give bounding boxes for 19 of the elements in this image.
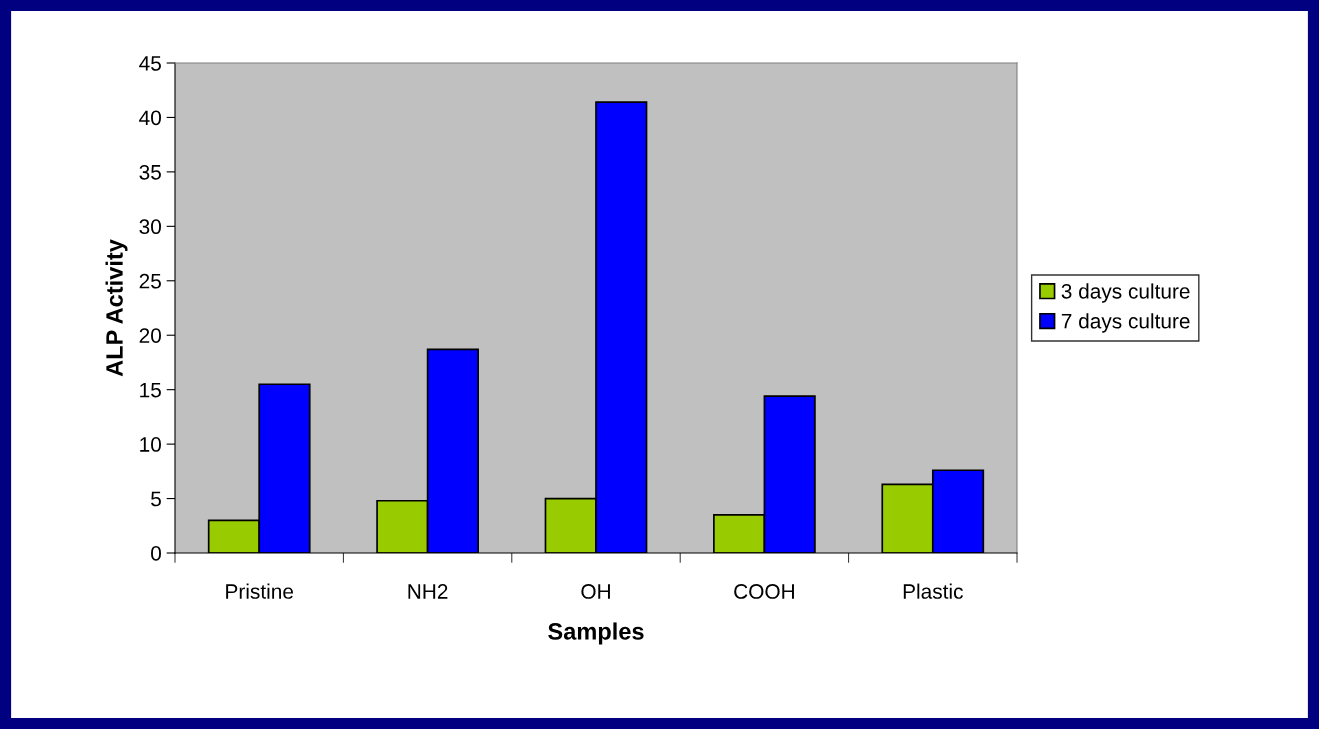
y-tick-label: 45	[139, 56, 161, 71]
y-tick-label: 15	[140, 382, 161, 398]
legend-label: 3 days culture	[1061, 283, 1190, 303]
x-tick-label: NH2	[408, 584, 448, 599]
x-tick-label: COOH	[734, 584, 794, 599]
y-tick-label: 5	[151, 491, 161, 507]
legend-label: 7 days culture	[1061, 313, 1190, 333]
y-tick-label: 10	[140, 437, 161, 452]
y-axis-title: ALP Activity	[105, 239, 128, 377]
y-tick-label: 25	[139, 273, 161, 289]
y-tick-label: 35	[139, 164, 161, 180]
y-tick-label: 30	[139, 219, 161, 235]
x-axis-title: Samples	[548, 622, 644, 645]
y-tick-label: 0	[151, 546, 161, 561]
x-tick-label: Plastic	[903, 583, 963, 599]
y-tick-label: 20	[139, 328, 161, 343]
x-tick-label: Pristine	[226, 583, 294, 599]
x-tick-label: OH	[581, 584, 610, 599]
y-tick-label: 40	[139, 110, 161, 126]
